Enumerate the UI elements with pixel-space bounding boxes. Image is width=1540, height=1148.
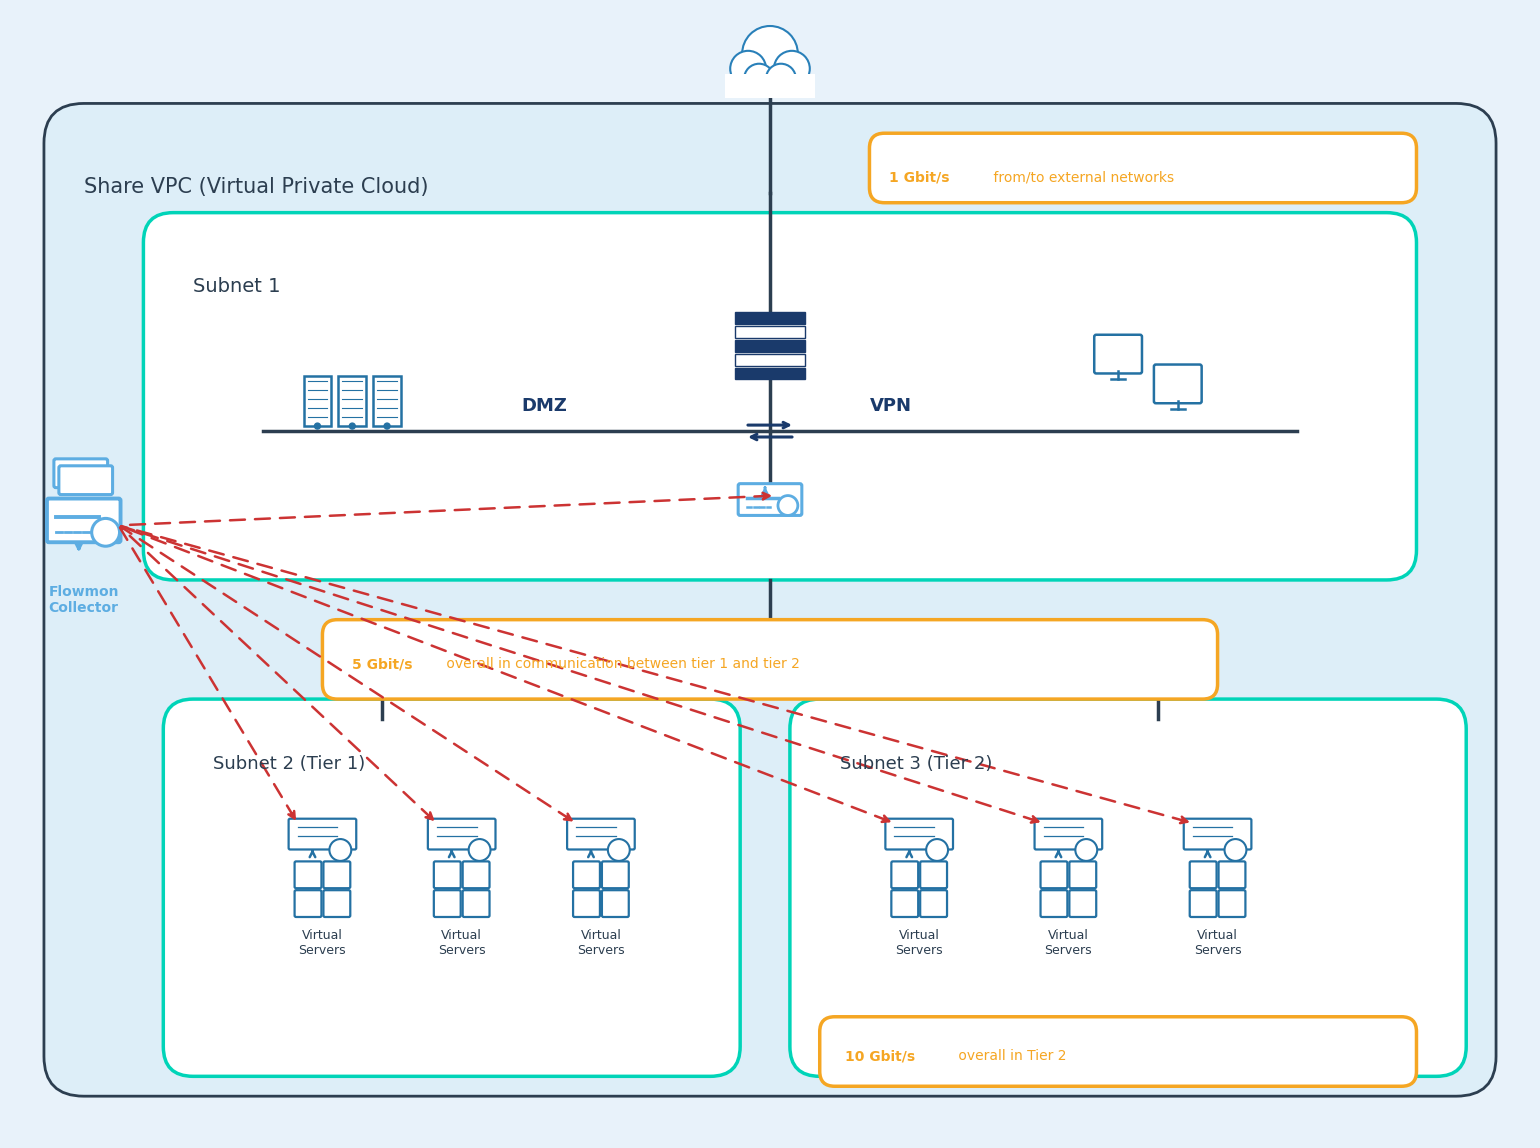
FancyBboxPatch shape [573,890,601,917]
FancyBboxPatch shape [428,819,496,850]
FancyBboxPatch shape [1190,890,1217,917]
FancyBboxPatch shape [1184,819,1252,850]
FancyBboxPatch shape [819,1017,1417,1086]
Text: from/to external networks: from/to external networks [989,171,1173,185]
FancyBboxPatch shape [339,377,367,426]
Circle shape [468,839,491,861]
Circle shape [778,496,798,515]
FancyBboxPatch shape [567,819,634,850]
Text: 10 Gbit/s: 10 Gbit/s [844,1049,915,1063]
FancyBboxPatch shape [373,377,400,426]
Circle shape [608,839,630,861]
Text: overall in Tier 2: overall in Tier 2 [953,1049,1067,1063]
FancyBboxPatch shape [870,133,1417,203]
FancyBboxPatch shape [735,354,805,365]
Text: Virtual
Servers: Virtual Servers [895,930,942,957]
Text: Virtual
Servers: Virtual Servers [578,930,625,957]
FancyBboxPatch shape [462,861,490,889]
FancyBboxPatch shape [323,890,350,917]
FancyBboxPatch shape [288,819,356,850]
Text: Virtual
Servers: Virtual Servers [299,930,346,957]
FancyBboxPatch shape [1190,861,1217,889]
Text: Subnet 3 (Tier 2): Subnet 3 (Tier 2) [839,754,992,773]
Text: Subnet 2 (Tier 1): Subnet 2 (Tier 1) [213,754,365,773]
FancyBboxPatch shape [738,483,802,515]
FancyBboxPatch shape [735,340,805,351]
FancyBboxPatch shape [1095,335,1143,373]
FancyBboxPatch shape [294,890,322,917]
FancyBboxPatch shape [1218,861,1246,889]
FancyBboxPatch shape [322,620,1218,699]
FancyBboxPatch shape [921,890,947,917]
Circle shape [765,64,796,93]
FancyBboxPatch shape [573,861,601,889]
FancyBboxPatch shape [1069,861,1096,889]
Text: Flowmon
Collector: Flowmon Collector [48,585,119,615]
FancyBboxPatch shape [434,861,460,889]
FancyBboxPatch shape [1035,819,1103,850]
Text: Virtual
Servers: Virtual Servers [437,930,485,957]
Text: 5 Gbit/s: 5 Gbit/s [353,658,413,672]
Circle shape [926,839,949,861]
Text: DMZ: DMZ [522,397,567,416]
FancyBboxPatch shape [735,367,805,380]
FancyBboxPatch shape [725,73,815,99]
Circle shape [314,424,320,429]
FancyBboxPatch shape [163,699,741,1077]
FancyBboxPatch shape [303,377,331,426]
Text: overall in communication between tier 1 and tier 2: overall in communication between tier 1 … [442,658,799,672]
Text: Virtual
Servers: Virtual Servers [1194,930,1241,957]
Circle shape [383,424,390,429]
FancyBboxPatch shape [1069,890,1096,917]
FancyBboxPatch shape [885,819,953,850]
FancyBboxPatch shape [54,459,108,488]
FancyBboxPatch shape [1041,890,1067,917]
Circle shape [775,51,810,86]
FancyBboxPatch shape [143,212,1417,580]
Text: Subnet 1: Subnet 1 [192,277,280,296]
FancyBboxPatch shape [892,861,918,889]
FancyBboxPatch shape [1153,365,1201,403]
FancyBboxPatch shape [59,466,112,495]
FancyBboxPatch shape [46,498,120,542]
FancyBboxPatch shape [892,890,918,917]
FancyBboxPatch shape [735,312,805,324]
Text: VPN: VPN [870,397,912,416]
FancyBboxPatch shape [1041,861,1067,889]
FancyBboxPatch shape [323,861,350,889]
Circle shape [744,64,775,93]
Circle shape [1075,839,1096,861]
Text: Virtual
Servers: Virtual Servers [1044,930,1092,957]
FancyBboxPatch shape [602,861,628,889]
Circle shape [92,519,120,546]
FancyBboxPatch shape [1218,890,1246,917]
Circle shape [730,51,765,86]
FancyBboxPatch shape [790,699,1466,1077]
Circle shape [330,839,351,861]
Circle shape [1224,839,1246,861]
Text: Share VPC (Virtual Private Cloud): Share VPC (Virtual Private Cloud) [83,177,428,196]
FancyBboxPatch shape [45,103,1495,1096]
FancyBboxPatch shape [921,861,947,889]
FancyBboxPatch shape [735,326,805,338]
Text: 1 Gbit/s: 1 Gbit/s [890,171,950,185]
Circle shape [350,424,356,429]
Circle shape [742,26,798,82]
FancyBboxPatch shape [462,890,490,917]
FancyBboxPatch shape [434,890,460,917]
FancyBboxPatch shape [602,890,628,917]
FancyBboxPatch shape [294,861,322,889]
